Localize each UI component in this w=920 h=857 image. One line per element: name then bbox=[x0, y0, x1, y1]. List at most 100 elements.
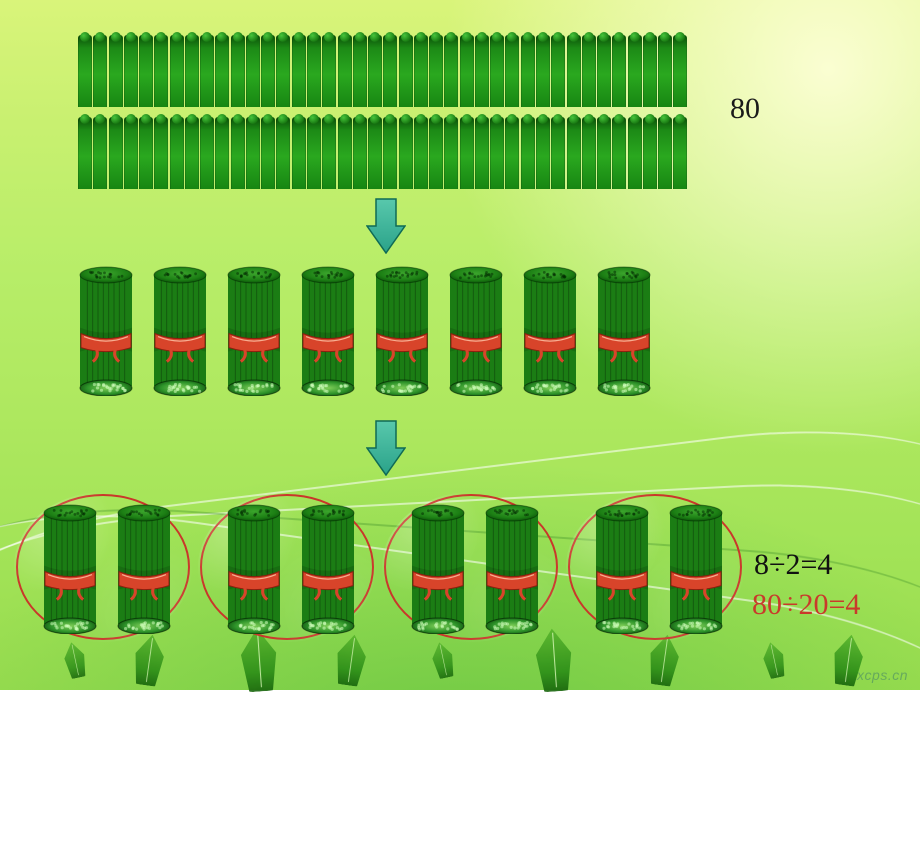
stick bbox=[139, 117, 153, 189]
stick bbox=[185, 35, 199, 107]
bundle bbox=[596, 266, 652, 396]
bundle bbox=[300, 266, 356, 396]
stick bbox=[673, 117, 687, 189]
stick bbox=[673, 35, 687, 107]
arrow-down-2 bbox=[366, 420, 406, 476]
watermark: xcps.cn bbox=[857, 668, 908, 682]
stick bbox=[490, 35, 504, 107]
stick bbox=[612, 117, 626, 189]
stick bbox=[261, 117, 275, 189]
equation-8-div-2: 8÷2=4 bbox=[754, 548, 832, 582]
stick bbox=[658, 35, 672, 107]
stick bbox=[475, 35, 489, 107]
stick bbox=[292, 117, 306, 189]
stick bbox=[292, 35, 306, 107]
stick bbox=[612, 35, 626, 107]
arrow-down-1 bbox=[366, 198, 406, 254]
stick bbox=[597, 117, 611, 189]
stick bbox=[368, 117, 382, 189]
stick bbox=[78, 35, 92, 107]
stick bbox=[521, 117, 535, 189]
stick bbox=[170, 117, 184, 189]
stick bbox=[582, 117, 596, 189]
stick bbox=[429, 117, 443, 189]
stick bbox=[567, 117, 581, 189]
stick bbox=[93, 117, 107, 189]
stick bbox=[353, 35, 367, 107]
bundle bbox=[226, 266, 282, 396]
sticks-row-2 bbox=[78, 117, 688, 189]
bundle bbox=[152, 266, 208, 396]
sticks-row-1 bbox=[78, 35, 688, 107]
stick bbox=[490, 117, 504, 189]
stick bbox=[475, 117, 489, 189]
stick bbox=[109, 35, 123, 107]
stick bbox=[551, 117, 565, 189]
stick bbox=[124, 35, 138, 107]
stick bbox=[276, 35, 290, 107]
stick bbox=[154, 117, 168, 189]
stick bbox=[307, 117, 321, 189]
stick bbox=[444, 35, 458, 107]
stick bbox=[353, 117, 367, 189]
stick bbox=[322, 35, 336, 107]
stick bbox=[185, 117, 199, 189]
stick bbox=[567, 35, 581, 107]
stick bbox=[658, 117, 672, 189]
stick bbox=[536, 117, 550, 189]
bundle bbox=[484, 504, 540, 634]
stick bbox=[383, 117, 397, 189]
bundle bbox=[594, 504, 650, 634]
stick bbox=[429, 35, 443, 107]
stick bbox=[536, 35, 550, 107]
stick bbox=[215, 117, 229, 189]
stick bbox=[460, 35, 474, 107]
stick bbox=[551, 35, 565, 107]
stick bbox=[93, 35, 107, 107]
bundle bbox=[116, 504, 172, 634]
bundle bbox=[42, 504, 98, 634]
bundle bbox=[522, 266, 578, 396]
equation-80-div-20: 80÷20=4 bbox=[752, 588, 860, 622]
stick bbox=[444, 117, 458, 189]
bundle bbox=[374, 266, 430, 396]
stick bbox=[231, 117, 245, 189]
stick bbox=[246, 35, 260, 107]
stick bbox=[215, 35, 229, 107]
bundle bbox=[78, 266, 134, 396]
stick bbox=[414, 35, 428, 107]
stick bbox=[154, 35, 168, 107]
stick bbox=[139, 35, 153, 107]
stick bbox=[261, 35, 275, 107]
bundle bbox=[300, 504, 356, 634]
stick bbox=[170, 35, 184, 107]
stick bbox=[597, 35, 611, 107]
stick bbox=[643, 35, 657, 107]
stick bbox=[109, 117, 123, 189]
stick bbox=[383, 35, 397, 107]
stick bbox=[368, 35, 382, 107]
stick bbox=[307, 35, 321, 107]
stick bbox=[399, 35, 413, 107]
bundle bbox=[448, 266, 504, 396]
total-label: 80 bbox=[730, 92, 760, 126]
stick bbox=[338, 117, 352, 189]
stick bbox=[643, 117, 657, 189]
stick bbox=[322, 117, 336, 189]
stick bbox=[505, 117, 519, 189]
bundle bbox=[226, 504, 282, 634]
stick bbox=[582, 35, 596, 107]
stick bbox=[628, 117, 642, 189]
stick bbox=[246, 117, 260, 189]
stick bbox=[460, 117, 474, 189]
bundle bbox=[668, 504, 724, 634]
stick bbox=[414, 117, 428, 189]
stick bbox=[505, 35, 519, 107]
stick bbox=[628, 35, 642, 107]
stick bbox=[399, 117, 413, 189]
stick bbox=[124, 117, 138, 189]
stick bbox=[200, 35, 214, 107]
stick bbox=[78, 117, 92, 189]
stick bbox=[276, 117, 290, 189]
bundle bbox=[410, 504, 466, 634]
